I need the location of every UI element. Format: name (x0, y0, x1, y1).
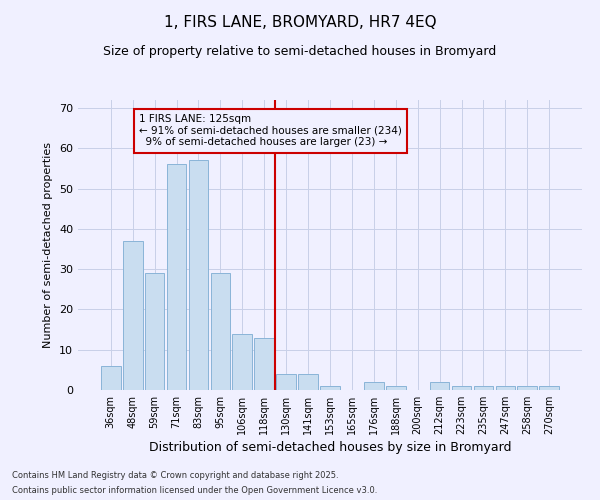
Bar (496, 386, 515, 390)
Text: Contains HM Land Registry data © Crown copyright and database right 2025.: Contains HM Land Registry data © Crown c… (12, 471, 338, 480)
Bar (188, 160, 208, 390)
Bar (276, 374, 296, 390)
Bar (452, 386, 472, 390)
Text: 1, FIRS LANE, BROMYARD, HR7 4EQ: 1, FIRS LANE, BROMYARD, HR7 4EQ (164, 15, 436, 30)
Bar (364, 382, 384, 390)
Bar (145, 273, 164, 390)
Bar (123, 241, 143, 390)
Text: Size of property relative to semi-detached houses in Bromyard: Size of property relative to semi-detach… (103, 45, 497, 58)
Bar (473, 386, 493, 390)
Bar (320, 386, 340, 390)
Bar (386, 386, 406, 390)
Bar (539, 386, 559, 390)
Text: Contains public sector information licensed under the Open Government Licence v3: Contains public sector information licen… (12, 486, 377, 495)
Bar (298, 374, 318, 390)
Bar (167, 164, 187, 390)
Bar (211, 273, 230, 390)
Bar (101, 366, 121, 390)
Y-axis label: Number of semi-detached properties: Number of semi-detached properties (43, 142, 53, 348)
Bar (517, 386, 537, 390)
Bar (232, 334, 252, 390)
Bar (430, 382, 449, 390)
Text: 1 FIRS LANE: 125sqm
← 91% of semi-detached houses are smaller (234)
  9% of semi: 1 FIRS LANE: 125sqm ← 91% of semi-detach… (139, 114, 402, 148)
Bar (254, 338, 274, 390)
X-axis label: Distribution of semi-detached houses by size in Bromyard: Distribution of semi-detached houses by … (149, 441, 511, 454)
